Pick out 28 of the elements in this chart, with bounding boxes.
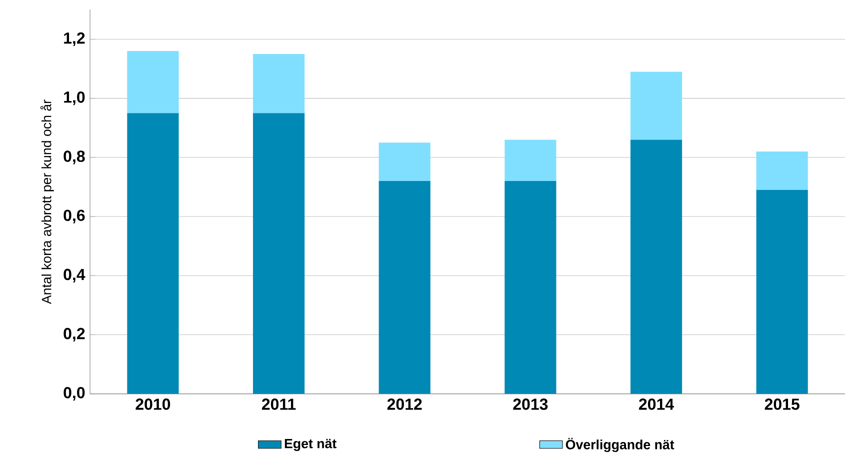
bar	[630, 72, 682, 140]
bar	[504, 180, 556, 394]
legend-label: Överliggande nät	[566, 438, 674, 452]
y-axis-title: Antal korta avbrott per kund och år	[40, 100, 54, 304]
y-tick-label: 0,0	[64, 386, 85, 401]
bar	[756, 190, 808, 394]
x-tick-label: 2015	[764, 398, 800, 410]
bar	[630, 140, 682, 394]
bar	[252, 113, 305, 394]
y-tick-label: 0,8	[64, 150, 85, 164]
y-tick-label: 0,2	[64, 328, 85, 342]
bar	[127, 113, 179, 394]
bar	[504, 140, 556, 181]
legend-label: Eget nät	[284, 438, 336, 451]
bar	[756, 151, 808, 190]
bar	[127, 50, 179, 113]
bar	[252, 54, 305, 113]
x-tick-label: 2012	[387, 398, 422, 410]
y-tick-label: 0,4	[64, 268, 86, 282]
x-tick-label: 2014	[639, 398, 674, 410]
y-tick-label: 1,2	[64, 32, 85, 46]
bar	[378, 142, 430, 181]
y-tick-label: 1,0	[64, 91, 85, 106]
bar	[378, 180, 430, 394]
y-tick-label: 0,6	[64, 210, 85, 224]
x-tick-label: 2010	[136, 398, 170, 410]
x-tick-label: 2011	[262, 398, 296, 410]
x-tick-label: 2013	[513, 398, 548, 410]
